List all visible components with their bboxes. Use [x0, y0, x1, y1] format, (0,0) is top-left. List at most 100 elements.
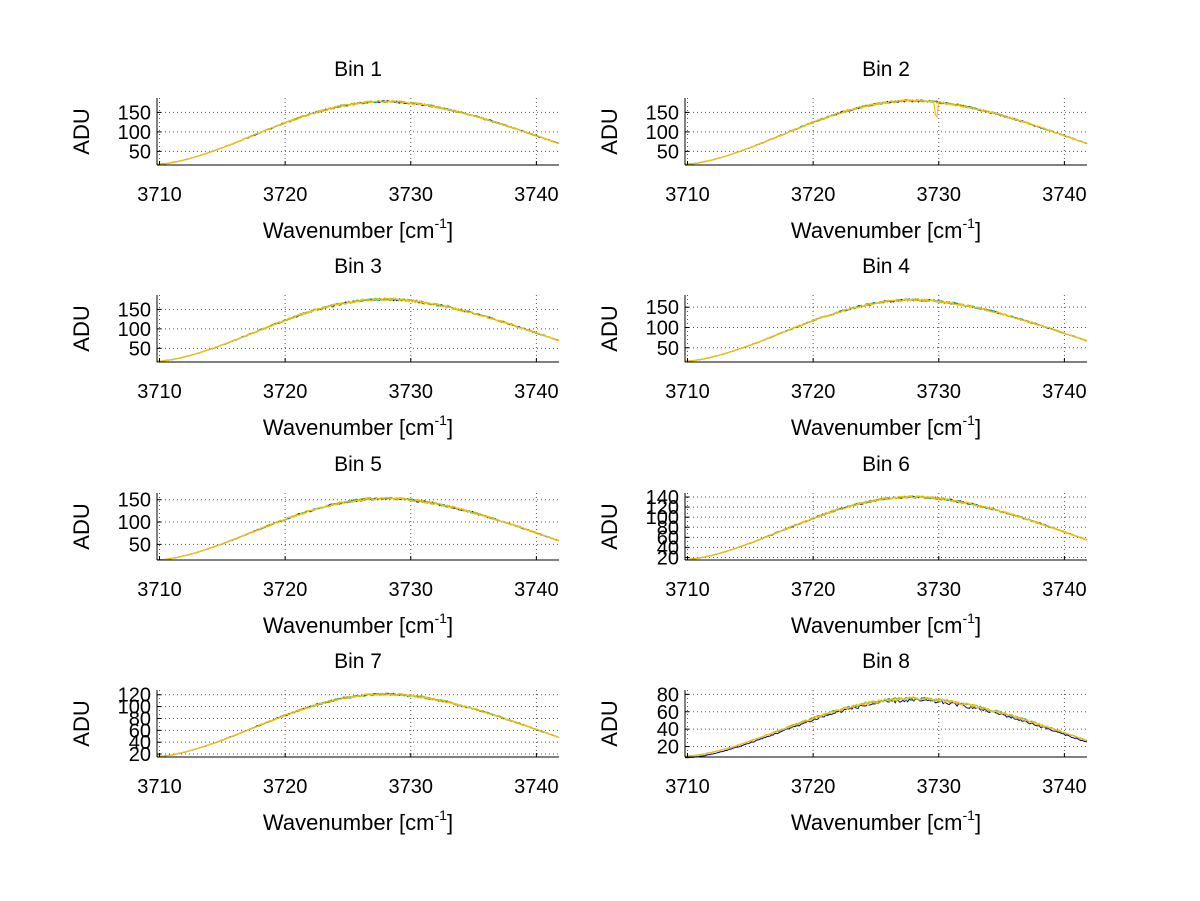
x-tick-label: 3720 — [791, 776, 836, 798]
x-tick-label: 3710 — [137, 381, 182, 403]
series-line-3 — [157, 100, 560, 165]
subplot-title: Bin 1 — [334, 58, 382, 81]
subplot-title: Bin 4 — [862, 255, 910, 278]
x-tick-label: 3720 — [791, 579, 836, 601]
series-line-4 — [684, 99, 1087, 165]
y-axis-label: ADU — [597, 700, 622, 746]
y-tick-label: 20 — [657, 737, 679, 759]
y-tick-label: 100 — [118, 697, 151, 719]
series-line-2 — [685, 298, 1088, 362]
series-line-1 — [157, 496, 560, 561]
series-line-4 — [156, 297, 560, 363]
subplot-title: Bin 7 — [334, 650, 382, 673]
series-line-4 — [156, 496, 560, 561]
y-tick-label: 50 — [129, 338, 151, 360]
x-tick-label: 3730 — [917, 184, 962, 206]
y-tick-label: 60 — [657, 702, 679, 724]
x-tick-label: 3740 — [1042, 184, 1087, 206]
x-tick-label: 3710 — [665, 381, 710, 403]
x-tick-label: 3710 — [665, 579, 710, 601]
y-tick-label: 150 — [646, 102, 679, 124]
x-tick-label: 3730 — [389, 776, 434, 798]
y-tick-label: 40 — [129, 732, 151, 754]
x-tick-label: 3710 — [137, 184, 182, 206]
y-tick-label: 50 — [657, 338, 679, 360]
y-tick-label: 140 — [646, 487, 679, 509]
x-axis-label: Wavenumber [cm-1] — [791, 412, 981, 440]
x-tick-label: 3730 — [917, 579, 962, 601]
y-tick-label: 100 — [646, 507, 679, 529]
x-tick-label: 3740 — [514, 579, 559, 601]
series-line-1 — [684, 298, 1088, 362]
y-tick-label: 120 — [646, 497, 679, 519]
x-tick-label: 3710 — [665, 184, 710, 206]
x-tick-label: 3740 — [1042, 381, 1087, 403]
series-line-4 — [684, 298, 1088, 362]
subplot-title: Bin 6 — [862, 453, 910, 476]
x-axis-label: Wavenumber [cm-1] — [263, 807, 453, 835]
x-axis-label: Wavenumber [cm-1] — [791, 610, 981, 638]
x-tick-label: 3720 — [791, 381, 836, 403]
series-line-4 — [684, 495, 1088, 561]
x-tick-label: 3730 — [389, 579, 434, 601]
x-tick-label: 3710 — [137, 776, 182, 798]
y-tick-label: 50 — [129, 534, 151, 556]
y-tick-label: 150 — [118, 299, 151, 321]
x-axis-label: Wavenumber [cm-1] — [263, 215, 453, 243]
x-tick-label: 3740 — [514, 184, 559, 206]
y-tick-label: 100 — [646, 317, 679, 339]
series-line-1 — [156, 297, 560, 362]
series-line-1 — [157, 692, 560, 757]
y-axis-label: ADU — [69, 108, 94, 154]
series-line-3 — [156, 496, 560, 561]
x-tick-label: 3740 — [514, 776, 559, 798]
y-tick-label: 60 — [657, 527, 679, 549]
series-line-3 — [156, 692, 560, 757]
x-tick-label: 3720 — [263, 184, 308, 206]
y-tick-label: 150 — [118, 490, 151, 512]
series-line-2 — [684, 495, 1088, 561]
series-line-4 — [156, 99, 560, 165]
series-line-3 — [157, 297, 560, 362]
y-tick-label: 80 — [657, 517, 679, 539]
series-line-3 — [684, 696, 1088, 757]
y-tick-label: 20 — [657, 547, 679, 569]
y-tick-label: 120 — [118, 685, 151, 707]
y-tick-label: 50 — [129, 141, 151, 163]
x-tick-label: 3730 — [389, 381, 434, 403]
y-tick-label: 150 — [118, 102, 151, 124]
x-tick-label: 3740 — [1042, 579, 1087, 601]
x-axis-label: Wavenumber [cm-1] — [263, 610, 453, 638]
series-line-2 — [157, 692, 560, 757]
x-axis-label: Wavenumber [cm-1] — [263, 412, 453, 440]
subplot-title: Bin 5 — [334, 453, 382, 476]
series-line-4 — [684, 696, 1088, 757]
series-line-2 — [157, 297, 560, 362]
subplot-title: Bin 8 — [862, 650, 910, 673]
x-tick-label: 3720 — [263, 381, 308, 403]
x-tick-label: 3710 — [137, 579, 182, 601]
y-axis-label: ADU — [69, 503, 94, 549]
subplot-title: Bin 3 — [334, 255, 382, 278]
x-tick-label: 3740 — [514, 381, 559, 403]
y-tick-label: 50 — [657, 141, 679, 163]
y-axis-label: ADU — [597, 108, 622, 154]
x-axis-label: Wavenumber [cm-1] — [791, 807, 981, 835]
x-tick-label: 3730 — [917, 381, 962, 403]
subplot-title: Bin 2 — [862, 58, 910, 81]
y-tick-label: 80 — [129, 708, 151, 730]
y-tick-label: 40 — [657, 537, 679, 559]
y-tick-label: 20 — [129, 744, 151, 766]
x-tick-label: 3720 — [263, 579, 308, 601]
y-tick-label: 40 — [657, 719, 679, 741]
x-tick-label: 3720 — [263, 776, 308, 798]
